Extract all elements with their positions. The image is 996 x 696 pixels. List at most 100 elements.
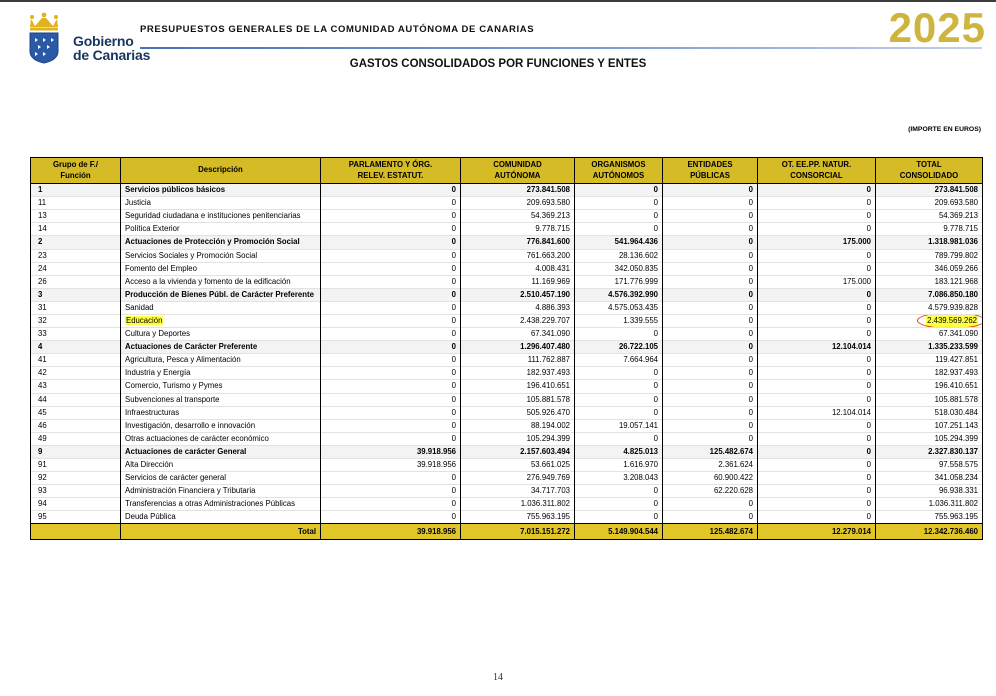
total-value: 7.015.151.272 (460, 523, 575, 540)
cell-value: 7.664.964 (574, 353, 663, 367)
cell-value: 105.294.399 (460, 431, 575, 446)
cell-value: 276.949.769 (460, 471, 575, 485)
cell-value: 54.369.213 (875, 209, 983, 223)
cell-value: 4.576.392.990 (574, 287, 663, 302)
circled-total-value: 2.439.569.262 (917, 315, 982, 328)
cell-value: 11.169.969 (460, 274, 575, 289)
row-description: Servicios públicos básicos (120, 183, 321, 197)
cell-value: 0 (757, 457, 876, 472)
row-description: Fomento del Empleo (120, 261, 321, 276)
table-row: 3 Producción de Bienes Públ. de Carácter … (30, 287, 983, 302)
table-row: 95 Deuda Pública 0 755.963.195 0 0 0 755.963.19… (30, 510, 983, 524)
cell-value: 505.926.470 (460, 405, 575, 420)
cell-value: 4.825.013 (574, 444, 663, 459)
cell-value: 0 (574, 484, 663, 498)
cell-value: 789.799.802 (875, 248, 983, 263)
cell-value: 341.058.234 (875, 471, 983, 485)
table-row: 91 Alta Dirección 39.918.956 53.661.025 1.61… (30, 457, 983, 472)
table-row: 31 Sanidad 0 4.886.393 4.575.053.435 0 0 4.579.… (30, 300, 983, 315)
table-row: 32 Educación 0 2.438.229.707 1.339.555 0 0 2.43… (30, 313, 983, 328)
row-description: Actuaciones de carácter General (120, 444, 321, 459)
cell-value: 0 (320, 196, 461, 210)
cell-value: 0 (757, 379, 876, 394)
cell-value: 0 (757, 497, 876, 511)
row-description: Actuaciones de Protección y Promoción So… (120, 235, 321, 249)
cell-value: 39.918.956 (320, 444, 461, 459)
row-code: 46 (30, 418, 121, 433)
row-code: 3 (30, 287, 121, 302)
row-description: Transferencias a otras Administraciones … (120, 497, 321, 511)
row-code: 44 (30, 392, 121, 407)
cell-value: 175.000 (757, 235, 876, 249)
cell-value: 0 (574, 405, 663, 420)
cell-value: 0 (320, 392, 461, 407)
cell-value: 0 (757, 418, 876, 433)
cell-value: 0 (662, 300, 758, 315)
row-description: Cultura y Deportes (120, 327, 321, 341)
table-row: 94 Transferencias a otras Administracione… (30, 497, 983, 511)
cell-value: 0 (320, 353, 461, 367)
row-description: Acceso a la vivienda y fomento de la edi… (120, 274, 321, 289)
column-header: ORGANISMOS AUTÓNOMOS (574, 156, 663, 185)
column-header: PARLAMENTO Y ÓRG. RELEV. ESTATUT. (320, 156, 461, 185)
cell-value: 4.575.053.435 (574, 300, 663, 315)
cell-value: 0 (662, 183, 758, 197)
cell-value: 119.427.851 (875, 353, 983, 367)
cell-value: 88.194.002 (460, 418, 575, 433)
cell-value: 171.776.999 (574, 274, 663, 289)
cell-value: 0 (757, 484, 876, 498)
row-description: Sanidad (120, 300, 321, 315)
cell-value: 776.841.600 (460, 235, 575, 249)
cell-value: 0 (757, 444, 876, 459)
cell-value: 105.881.578 (875, 392, 983, 407)
table-row: 11 Justicia 0 209.693.580 0 0 0 209.693.580 (30, 196, 983, 210)
cell-value: 0 (574, 209, 663, 223)
cell-value: 2.438.229.707 (460, 313, 575, 328)
cell-value: 196.410.651 (460, 379, 575, 394)
cell-value: 3.208.043 (574, 471, 663, 485)
cell-value: 0 (574, 366, 663, 380)
cell-value: 0 (320, 300, 461, 315)
cell-value: 0 (662, 353, 758, 367)
cell-value: 12.104.014 (757, 340, 876, 354)
row-description: Producción de Bienes Públ. de Carácter P… (120, 287, 321, 302)
cell-value: 0 (662, 313, 758, 328)
cell-value: 182.937.493 (875, 366, 983, 380)
cell-value: 0 (320, 471, 461, 485)
cell-value: 60.900.422 (662, 471, 758, 485)
row-description: Política Exterior (120, 222, 321, 236)
cell-value: 1.036.311.802 (875, 497, 983, 511)
cell-value: 0 (574, 379, 663, 394)
document-title: PRESUPUESTOS GENERALES DE LA COMUNIDAD A… (140, 24, 535, 35)
cell-value: 196.410.651 (875, 379, 983, 394)
cell-value: 183.121.968 (875, 274, 983, 289)
cell-value: 0 (757, 300, 876, 315)
row-code: 93 (30, 484, 121, 498)
cell-value: 0 (662, 405, 758, 420)
row-description: Comercio, Turismo y Pymes (120, 379, 321, 394)
total-row: Total 39.918.956 7.015.151.272 5.149.904.54… (30, 523, 983, 540)
cell-value: 0 (574, 222, 663, 236)
total-value: 39.918.956 (320, 523, 461, 540)
cell-value: 2.439.569.262 (875, 313, 983, 328)
table-row: 41 Agricultura, Pesca y Alimentación 0 111.… (30, 353, 983, 367)
table-row: 42 Industria y Energía 0 182.937.493 0 0 0 182.… (30, 366, 983, 380)
cell-value: 0 (662, 379, 758, 394)
row-description: Actuaciones de Carácter Preferente (120, 340, 321, 354)
cell-value: 2.510.457.190 (460, 287, 575, 302)
cell-value: 755.963.195 (875, 510, 983, 524)
row-code: 11 (30, 196, 121, 210)
logo-wordmark: Gobierno de Canarias (73, 34, 150, 64)
cell-value: 62.220.628 (662, 484, 758, 498)
row-code: 23 (30, 248, 121, 263)
cell-value: 0 (662, 327, 758, 341)
cell-value: 67.341.090 (875, 327, 983, 341)
row-description: Investigación, desarrollo e innovación (120, 418, 321, 433)
cell-value: 1.339.555 (574, 313, 663, 328)
cell-value: 19.057.141 (574, 418, 663, 433)
cell-value: 0 (574, 196, 663, 210)
cell-value: 0 (757, 366, 876, 380)
row-code: 92 (30, 471, 121, 485)
cell-value: 105.294.399 (875, 431, 983, 446)
